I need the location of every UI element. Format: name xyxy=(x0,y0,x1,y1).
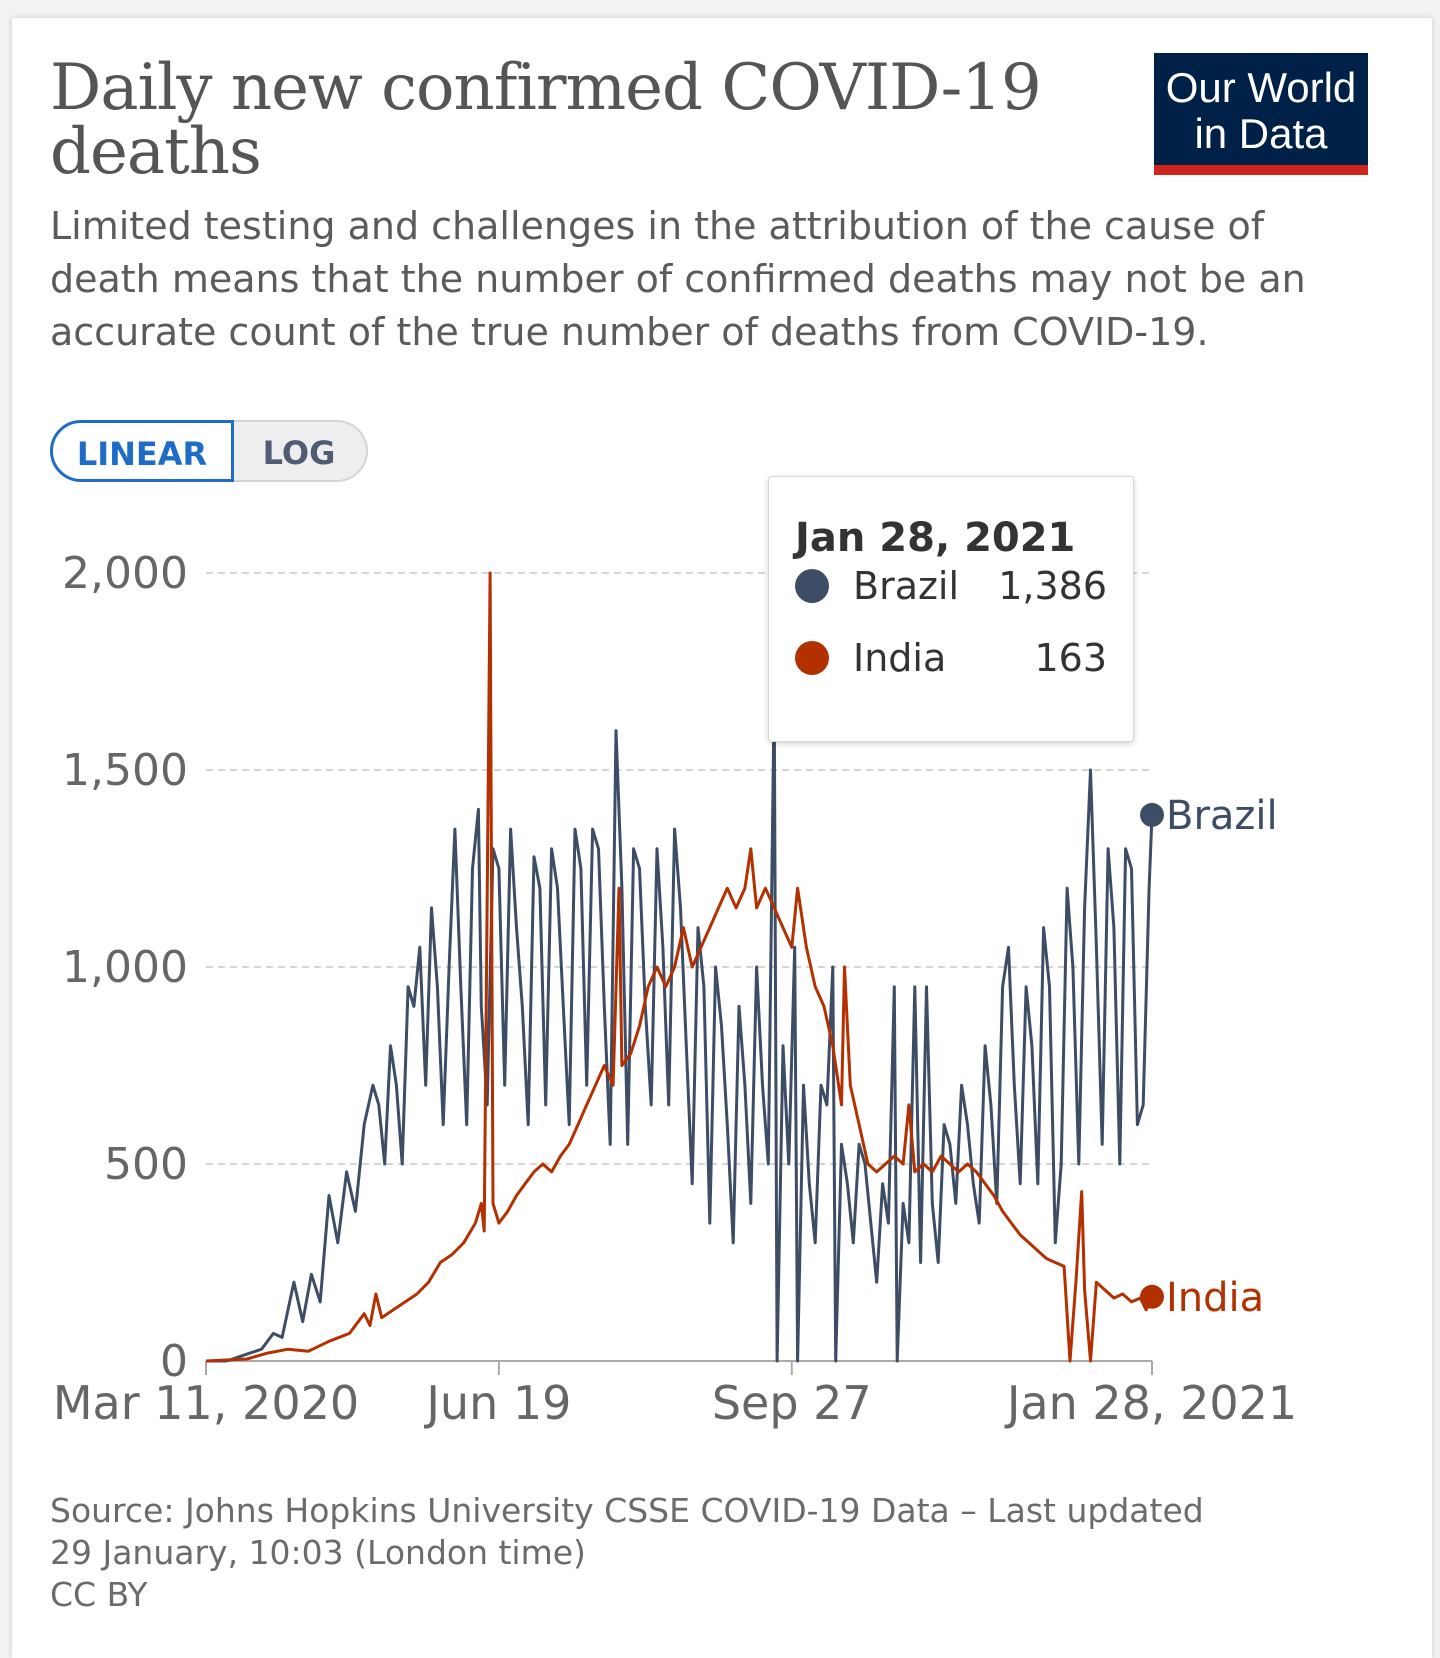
end-label-brazil: Brazil xyxy=(1166,793,1278,839)
x-axis: Mar 11, 2020 Jun 19 Sep 27 Jan 28, 2021 xyxy=(53,1360,1297,1430)
y-tick-label: 1,000 xyxy=(62,942,188,993)
tooltip-date: Jan 28, 2021 xyxy=(795,515,1076,561)
y-tick-label: 500 xyxy=(104,1139,188,1190)
end-label-india: India xyxy=(1166,1275,1264,1321)
y-axis-ticks: 0 500 1,000 1,500 2,000 xyxy=(62,548,188,1387)
series-line-india xyxy=(205,571,1154,1363)
x-tick-label: Mar 11, 2020 xyxy=(53,1376,359,1430)
grid-lines xyxy=(206,572,1152,1165)
x-tick-label: Jan 28, 2021 xyxy=(1004,1376,1297,1430)
end-marker-india xyxy=(1140,1284,1164,1309)
y-tick-label: 0 xyxy=(160,1336,188,1387)
tooltip-dot-india xyxy=(795,641,829,675)
y-tick-label: 2,000 xyxy=(62,548,188,599)
linear-scale-button[interactable]: LINEAR xyxy=(50,420,234,482)
updated-text: 29 January, 10:03 (London time) xyxy=(50,1533,586,1572)
x-tick-label: Jun 19 xyxy=(423,1376,571,1430)
footer: Source: Johns Hopkins University CSSE CO… xyxy=(50,1490,1350,1616)
chart-title: Daily new confirmed COVID-19 deaths xyxy=(50,51,1042,189)
x-tick-label: Sep 27 xyxy=(712,1376,872,1430)
end-labels: Brazil India xyxy=(1140,793,1278,1321)
license-text[interactable]: CC BY xyxy=(50,1575,148,1614)
logo-line-1: Our World xyxy=(1165,64,1357,111)
logo-line-2: in Data xyxy=(1194,110,1328,157)
tooltip-dot-brazil xyxy=(795,569,829,603)
tooltip: Jan 28, 2021 Brazil 1,386 India 163 xyxy=(768,476,1134,742)
tooltip-row-india: India 163 xyxy=(769,633,1133,683)
scale-toggle: LINEAR LOG xyxy=(50,420,368,486)
logo-accent-bar xyxy=(1154,165,1368,175)
tooltip-series-name: Brazil xyxy=(853,564,960,608)
chart-subtitle: Limited testing and challenges in the at… xyxy=(50,204,1306,354)
log-scale-button[interactable]: LOG xyxy=(232,420,368,482)
tooltip-series-name: India xyxy=(853,636,947,680)
series-line-brazil xyxy=(206,689,1154,1363)
source-text: Source: Johns Hopkins University CSSE CO… xyxy=(50,1491,1204,1530)
tooltip-row-brazil: Brazil 1,386 xyxy=(769,561,1133,611)
tooltip-series-value: 163 xyxy=(1034,636,1107,680)
chart-card xyxy=(12,18,1432,1658)
y-tick-label: 1,500 xyxy=(62,745,188,796)
tooltip-series-value: 1,386 xyxy=(998,564,1107,608)
series-lines xyxy=(205,571,1154,1363)
end-marker-brazil xyxy=(1140,802,1164,827)
owid-logo[interactable]: Our World in Data xyxy=(1154,53,1368,175)
